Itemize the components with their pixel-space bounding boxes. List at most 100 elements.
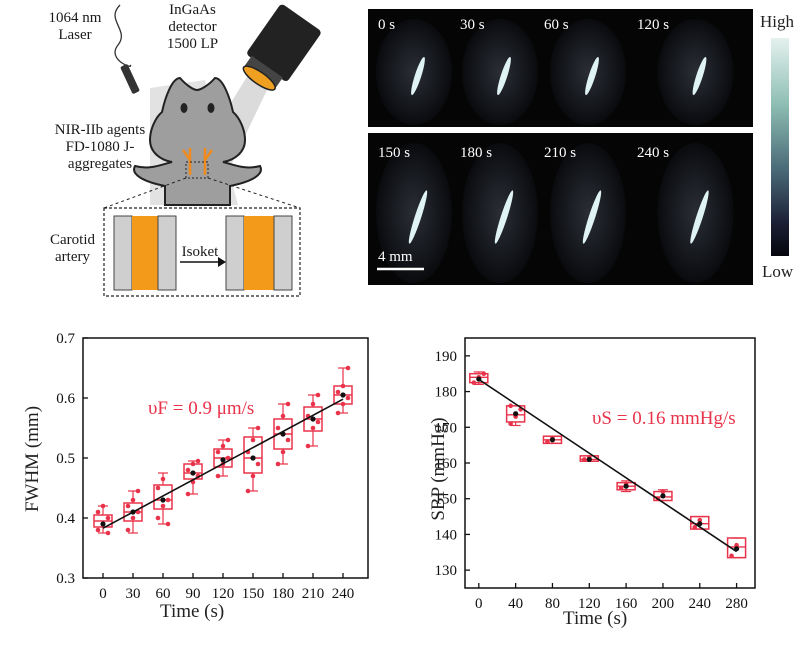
schematic-drawing	[103, 4, 321, 297]
fwhm-xlabel: Time (s)	[160, 601, 225, 622]
vessel-signal	[411, 56, 425, 96]
plot-frame	[464, 337, 756, 589]
data-point	[545, 439, 550, 444]
y-tick-label: 160	[435, 456, 458, 472]
sbp-xlabel: Time (s)	[563, 608, 628, 629]
fwhm-ylabel: FWHM (mm)	[22, 405, 43, 513]
data-point	[155, 515, 161, 521]
data-point	[245, 488, 251, 494]
frame-time: 0 s	[378, 17, 396, 33]
x-tick-label: 200	[652, 596, 675, 612]
data-point	[165, 497, 171, 503]
colorbar-low-label: Low	[762, 262, 794, 281]
vessel-signal	[690, 190, 709, 244]
vessel-signal	[582, 190, 602, 244]
data-point	[618, 485, 624, 491]
data-point	[340, 401, 346, 407]
data-point	[508, 403, 513, 409]
y-tick-label: 0.4	[56, 511, 75, 527]
frame-time: 60 s	[544, 17, 569, 33]
x-tick-label: 40	[508, 596, 523, 612]
sbp-annotation: υS = 0.16 mmHg/s	[592, 408, 736, 429]
y-tick-label: 0.5	[56, 451, 75, 467]
data-point	[160, 476, 166, 482]
frame-time: 180 s	[460, 145, 493, 161]
mean-point	[623, 483, 629, 489]
box	[505, 405, 526, 423]
data-point	[105, 515, 111, 521]
tissue-glow	[376, 143, 452, 283]
mean-point	[697, 521, 703, 527]
data-point	[185, 467, 191, 473]
x-tick-label: 60	[156, 586, 171, 602]
vessel-signal	[408, 190, 428, 244]
data-point	[315, 419, 321, 425]
data-point	[185, 491, 191, 497]
laser-label: 1064 nm Laser	[48, 10, 102, 43]
data-point	[160, 503, 166, 509]
data-point	[225, 455, 231, 461]
frame-time: 150 s	[378, 145, 411, 161]
tissue-glow	[550, 143, 626, 283]
sbp-chart-svg: 130 140 150 160 170 180 190 0 40 80 120 160 200 240 28…	[435, 337, 756, 612]
data-point	[215, 473, 221, 479]
mean-point	[549, 437, 556, 443]
scale-bar-label: 4 mm	[378, 249, 413, 265]
box	[243, 436, 263, 474]
x-tick-label: 0	[99, 586, 107, 602]
mouse-eye-left	[180, 103, 188, 113]
mean-point	[660, 493, 666, 499]
data-point	[135, 488, 141, 494]
data-point	[692, 524, 698, 530]
x-tick-label: 240	[332, 586, 355, 602]
sbp-ylabel: SBP (mmHg)	[428, 417, 449, 521]
data-point	[130, 497, 136, 503]
detector-lens	[242, 4, 321, 91]
fwhm-chart: 0.3 0.4 0.5 0.6 0.7 0 30 60 90 120 150 180 210 240 Ti…	[0, 318, 400, 654]
data-point	[105, 530, 111, 536]
x-tick-label: 120	[578, 596, 601, 612]
fwhm-annotation: υF = 0.9 μm/s	[148, 398, 255, 419]
x-tick-label: 210	[302, 586, 325, 602]
imaging-panel: 0 s 30 s 60 s 120 s 150 s 180 s 210 s 24…	[368, 9, 753, 285]
mouse-eye-right	[207, 103, 215, 113]
y-tick-label: 0.6	[56, 391, 75, 407]
artery-after	[225, 215, 293, 291]
y-tick-label: 170	[435, 420, 458, 436]
vessel-signal	[692, 56, 707, 96]
data-point	[95, 509, 101, 515]
data-point	[508, 421, 513, 427]
data-point	[215, 449, 221, 455]
data-point	[190, 461, 196, 467]
y-tick-label: 150	[435, 492, 458, 508]
data-point	[195, 458, 201, 464]
vessel-signal	[497, 56, 511, 96]
data-point	[315, 392, 321, 398]
fwhm-chart-svg: 0.3 0.4 0.5 0.6 0.7 0 30 60 90 120 150 180 210 240	[56, 331, 369, 602]
zoom-line-left	[103, 177, 187, 209]
mean-point	[190, 470, 196, 476]
colorbar-high-label: High	[760, 12, 794, 31]
mean-point	[220, 457, 226, 463]
data-point	[255, 425, 261, 431]
x-tick-label: 150	[242, 586, 265, 602]
x-tick-label: 30	[126, 586, 141, 602]
x-tick-label: 120	[212, 586, 235, 602]
data-point	[130, 515, 136, 521]
fit-line	[478, 378, 738, 553]
data-point	[340, 383, 346, 389]
tissue-glow	[550, 19, 626, 125]
data-point	[285, 401, 291, 407]
data-point	[310, 425, 316, 431]
mean-point	[586, 456, 592, 463]
data-point	[697, 517, 703, 523]
vessel-signal	[585, 56, 599, 96]
y-tick-label: 180	[435, 385, 458, 401]
data-point	[275, 461, 281, 467]
data-point	[125, 503, 131, 509]
data-point	[729, 553, 734, 559]
frame-time: 210 s	[544, 145, 577, 161]
imaging-frames	[368, 9, 753, 285]
detector-label: InGaAs detector 1500 LP	[166, 2, 219, 52]
tissue-glow	[657, 19, 734, 125]
